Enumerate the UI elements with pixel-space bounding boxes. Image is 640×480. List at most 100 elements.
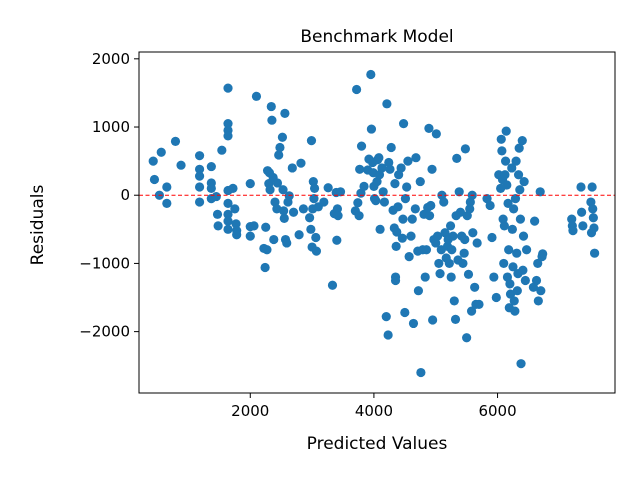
data-point xyxy=(352,84,362,95)
data-point xyxy=(396,163,406,173)
data-point xyxy=(162,198,172,209)
data-point xyxy=(284,191,294,201)
data-point xyxy=(424,123,434,133)
data-point xyxy=(156,147,166,157)
data-point xyxy=(384,157,394,168)
data-point xyxy=(500,170,510,180)
data-point xyxy=(435,269,445,279)
data-point xyxy=(230,204,240,214)
data-point xyxy=(356,141,367,151)
data-point xyxy=(590,248,600,258)
data-point xyxy=(332,235,342,245)
data-point xyxy=(489,272,499,282)
data-point xyxy=(470,282,480,292)
data-point xyxy=(232,230,242,240)
data-point xyxy=(332,204,343,214)
data-point xyxy=(359,181,369,191)
data-point xyxy=(465,204,475,214)
data-point xyxy=(508,262,518,272)
data-point xyxy=(509,204,519,214)
data-point xyxy=(211,191,221,202)
data-point xyxy=(298,204,309,214)
data-point xyxy=(462,333,472,343)
data-point xyxy=(245,179,255,189)
data-point xyxy=(520,275,530,286)
data-point xyxy=(578,221,588,231)
data-point xyxy=(404,252,414,262)
plot-area: 2000 4000 6000 2000 1000 0 −1000 −2000 xyxy=(79,50,616,420)
data-point xyxy=(306,224,316,234)
data-point xyxy=(454,187,464,197)
data-point xyxy=(206,183,216,193)
data-point xyxy=(510,306,520,316)
data-point xyxy=(194,164,205,174)
data-point xyxy=(460,144,470,154)
data-point xyxy=(280,108,290,118)
data-point xyxy=(466,306,477,316)
data-point xyxy=(397,233,407,243)
data-point xyxy=(400,307,410,318)
data-point xyxy=(576,182,586,192)
data-point xyxy=(354,211,364,221)
y-tick-label: −1000 xyxy=(79,254,130,272)
data-point xyxy=(311,246,322,256)
data-point xyxy=(491,292,501,303)
data-point xyxy=(499,221,509,231)
data-point xyxy=(522,245,532,255)
data-point xyxy=(568,226,578,236)
data-point xyxy=(509,296,519,306)
data-point xyxy=(519,176,529,187)
data-point xyxy=(455,207,466,217)
data-point xyxy=(296,158,306,168)
data-point xyxy=(213,221,223,231)
data-point xyxy=(279,213,289,224)
data-point xyxy=(514,143,524,153)
data-point xyxy=(272,178,283,188)
data-point xyxy=(206,161,216,172)
data-point xyxy=(407,214,417,224)
data-point xyxy=(448,231,458,241)
data-point xyxy=(518,231,529,241)
data-point xyxy=(458,258,468,269)
data-point xyxy=(319,197,329,207)
data-point xyxy=(515,185,525,195)
data-point xyxy=(170,136,181,146)
data-point xyxy=(460,234,470,245)
data-point xyxy=(431,129,441,139)
data-point xyxy=(536,286,546,296)
data-point xyxy=(408,318,419,329)
data-point xyxy=(497,146,507,156)
data-point xyxy=(212,209,223,219)
data-point xyxy=(517,136,527,146)
data-point xyxy=(382,99,392,109)
data-point xyxy=(415,176,425,187)
data-point xyxy=(513,170,524,180)
data-point xyxy=(279,206,289,216)
data-point xyxy=(371,196,381,206)
data-point xyxy=(176,160,186,170)
data-point xyxy=(507,224,517,234)
data-point xyxy=(266,101,276,112)
data-point xyxy=(194,182,205,192)
data-point xyxy=(427,164,437,174)
data-point xyxy=(261,222,271,232)
plot-frame xyxy=(138,51,616,394)
data-point xyxy=(445,221,456,231)
data-point xyxy=(265,185,275,195)
data-point xyxy=(533,258,543,269)
data-point xyxy=(335,187,346,197)
data-point xyxy=(487,232,497,243)
data-point xyxy=(311,232,321,243)
data-point xyxy=(516,359,526,369)
data-point xyxy=(392,227,402,237)
x-tick-label: 6000 xyxy=(478,402,516,420)
data-point xyxy=(275,142,285,153)
data-point xyxy=(223,216,233,226)
data-point xyxy=(378,187,388,197)
data-point xyxy=(194,197,205,207)
data-point xyxy=(444,258,454,269)
data-point xyxy=(424,211,435,221)
data-point xyxy=(333,211,343,221)
data-point xyxy=(379,197,390,207)
